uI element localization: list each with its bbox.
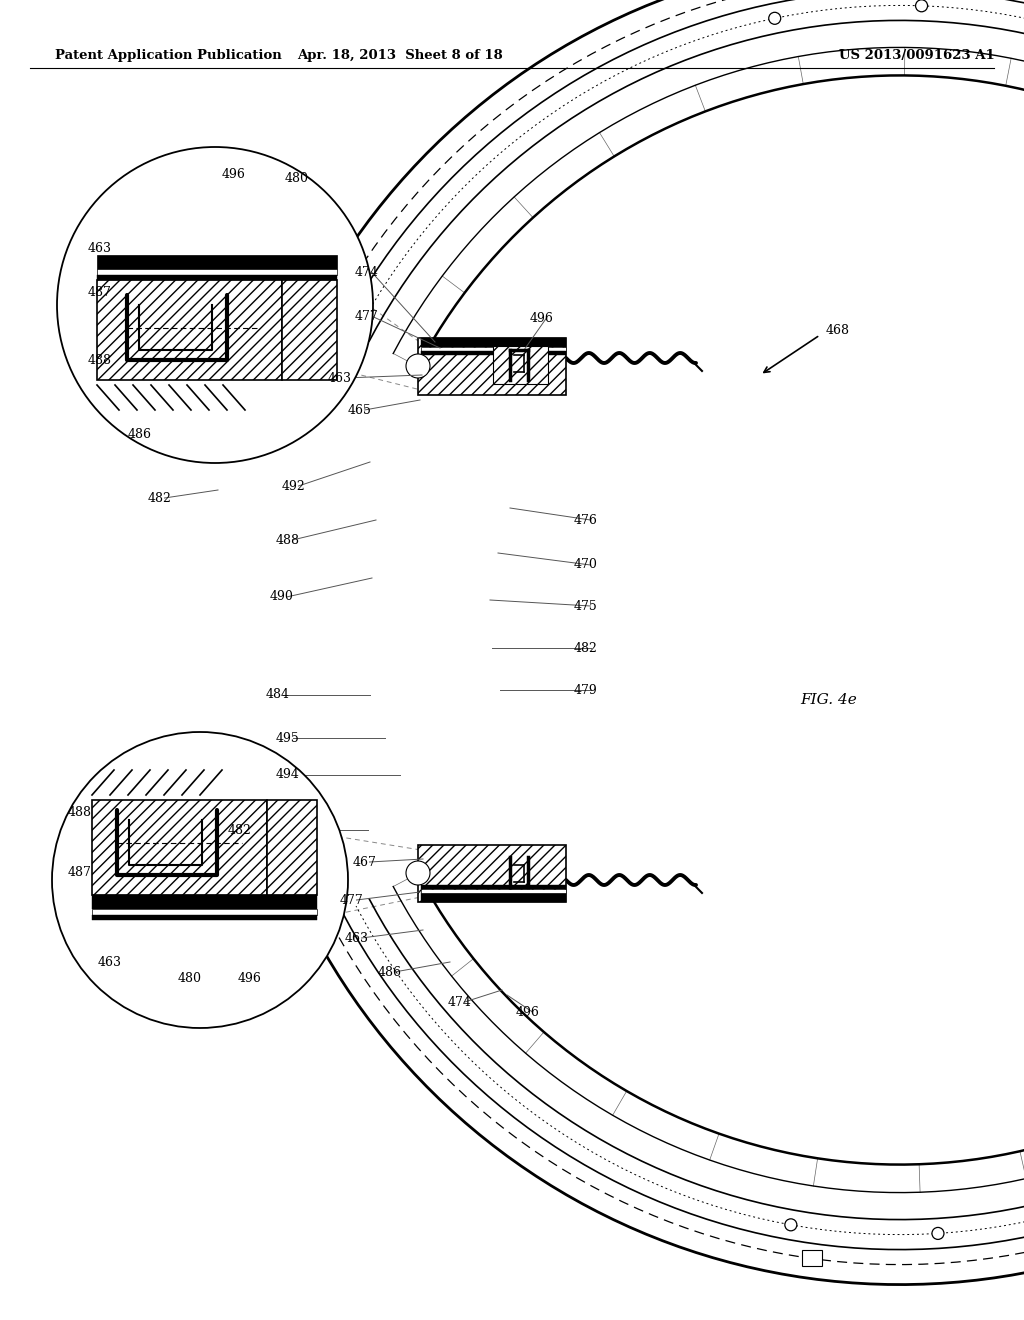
Bar	[418, 338, 566, 395]
Text: 470: 470	[574, 558, 598, 572]
Text: 482: 482	[228, 824, 252, 837]
Bar	[97, 280, 282, 380]
Text: 463: 463	[345, 932, 369, 945]
Text: 474: 474	[355, 265, 379, 279]
Text: Apr. 18, 2013  Sheet 8 of 18: Apr. 18, 2013 Sheet 8 of 18	[297, 49, 503, 62]
Circle shape	[406, 861, 430, 884]
Bar	[97, 275, 337, 280]
Text: 463: 463	[88, 242, 112, 255]
Text: 463: 463	[328, 371, 352, 384]
Bar	[92, 895, 317, 909]
Text: 479: 479	[574, 684, 598, 697]
Text: 488: 488	[68, 805, 92, 818]
Bar	[802, 1250, 822, 1266]
Text: 490: 490	[270, 590, 294, 603]
Circle shape	[915, 0, 928, 12]
Bar	[493, 346, 548, 384]
Text: US 2013/0091623 A1: US 2013/0091623 A1	[840, 49, 995, 62]
Text: 496: 496	[516, 1006, 540, 1019]
Text: 480: 480	[285, 172, 309, 185]
Text: 476: 476	[574, 513, 598, 527]
Text: 465: 465	[348, 404, 372, 417]
Text: 487: 487	[68, 866, 92, 879]
Text: 492: 492	[282, 479, 306, 492]
Text: 488: 488	[88, 354, 112, 367]
Circle shape	[406, 354, 430, 378]
Text: 467: 467	[353, 855, 377, 869]
Circle shape	[769, 12, 780, 24]
Bar	[92, 909, 317, 915]
Bar	[421, 888, 566, 894]
Text: Patent Application Publication: Patent Application Publication	[55, 49, 282, 62]
Bar	[92, 915, 317, 920]
Text: 496: 496	[222, 169, 246, 181]
Text: 474: 474	[449, 995, 472, 1008]
Text: 480: 480	[178, 972, 202, 985]
Circle shape	[932, 1228, 944, 1239]
Text: 486: 486	[378, 965, 402, 978]
Bar	[97, 255, 337, 269]
Text: 482: 482	[574, 642, 598, 655]
Text: 475: 475	[574, 599, 598, 612]
Text: 494: 494	[276, 768, 300, 781]
Text: 496: 496	[530, 312, 554, 325]
Circle shape	[784, 1218, 797, 1230]
Text: 496: 496	[238, 972, 262, 985]
Text: 486: 486	[128, 429, 152, 441]
Bar	[421, 347, 566, 351]
Text: 488: 488	[276, 533, 300, 546]
Bar	[282, 280, 337, 380]
Bar	[418, 845, 566, 902]
Circle shape	[57, 147, 373, 463]
Text: 484: 484	[266, 689, 290, 701]
Bar	[421, 894, 566, 902]
Text: 482: 482	[148, 491, 172, 504]
Text: 487: 487	[88, 286, 112, 300]
Text: 477: 477	[340, 894, 364, 907]
Text: 477: 477	[355, 309, 379, 322]
Text: FIG. 4e: FIG. 4e	[800, 693, 857, 708]
Text: 468: 468	[826, 323, 850, 337]
Bar	[421, 351, 566, 355]
Bar	[267, 800, 317, 895]
Text: 463: 463	[98, 957, 122, 969]
Bar	[421, 884, 566, 888]
Bar	[92, 800, 267, 895]
Bar	[97, 269, 337, 275]
Bar	[421, 338, 566, 347]
Circle shape	[52, 733, 348, 1028]
Text: 495: 495	[276, 731, 300, 744]
